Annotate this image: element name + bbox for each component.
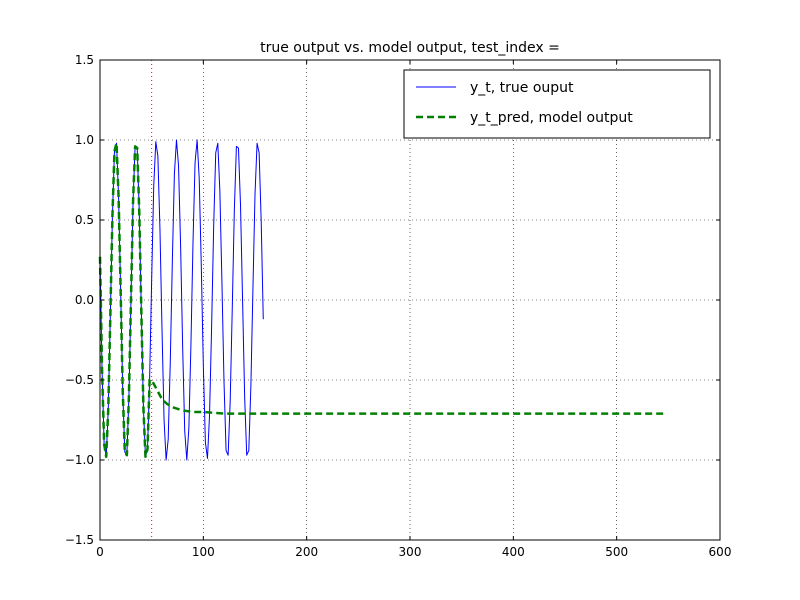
ticks: 0 100 200 300 400 500 600 −1.5 −1.0 −0.5 0.0 0.5 1.0… [65,53,732,559]
y-tick-label: −1.5 [65,533,94,547]
x-tick-label: 400 [502,545,525,559]
legend: y_t, true ouput y_t_pred, model output [403,69,711,139]
chart-title: true output vs. model output, test_index… [260,40,560,56]
x-tick-label: 600 [709,545,732,559]
series-line-model-output [98,141,664,459]
y-tick-label: 1.0 [75,133,94,147]
x-tick-label: 200 [295,545,318,559]
y-tick-label: 1.5 [75,53,94,67]
y-tick-label: −0.5 [65,373,94,387]
y-tick-label: 0.0 [75,293,94,307]
legend-box [403,69,711,139]
y-tick-label: 0.5 [75,213,94,227]
legend-label-true: y_t, true ouput [470,80,574,96]
series-group [98,139,664,461]
x-tick-label: 0 [96,545,104,559]
y-tick-label: −1.0 [65,453,94,467]
x-tick-label: 300 [399,545,422,559]
legend-label-pred: y_t_pred, model output [470,110,633,126]
x-tick-label: 100 [192,545,215,559]
x-tick-label: 500 [605,545,628,559]
